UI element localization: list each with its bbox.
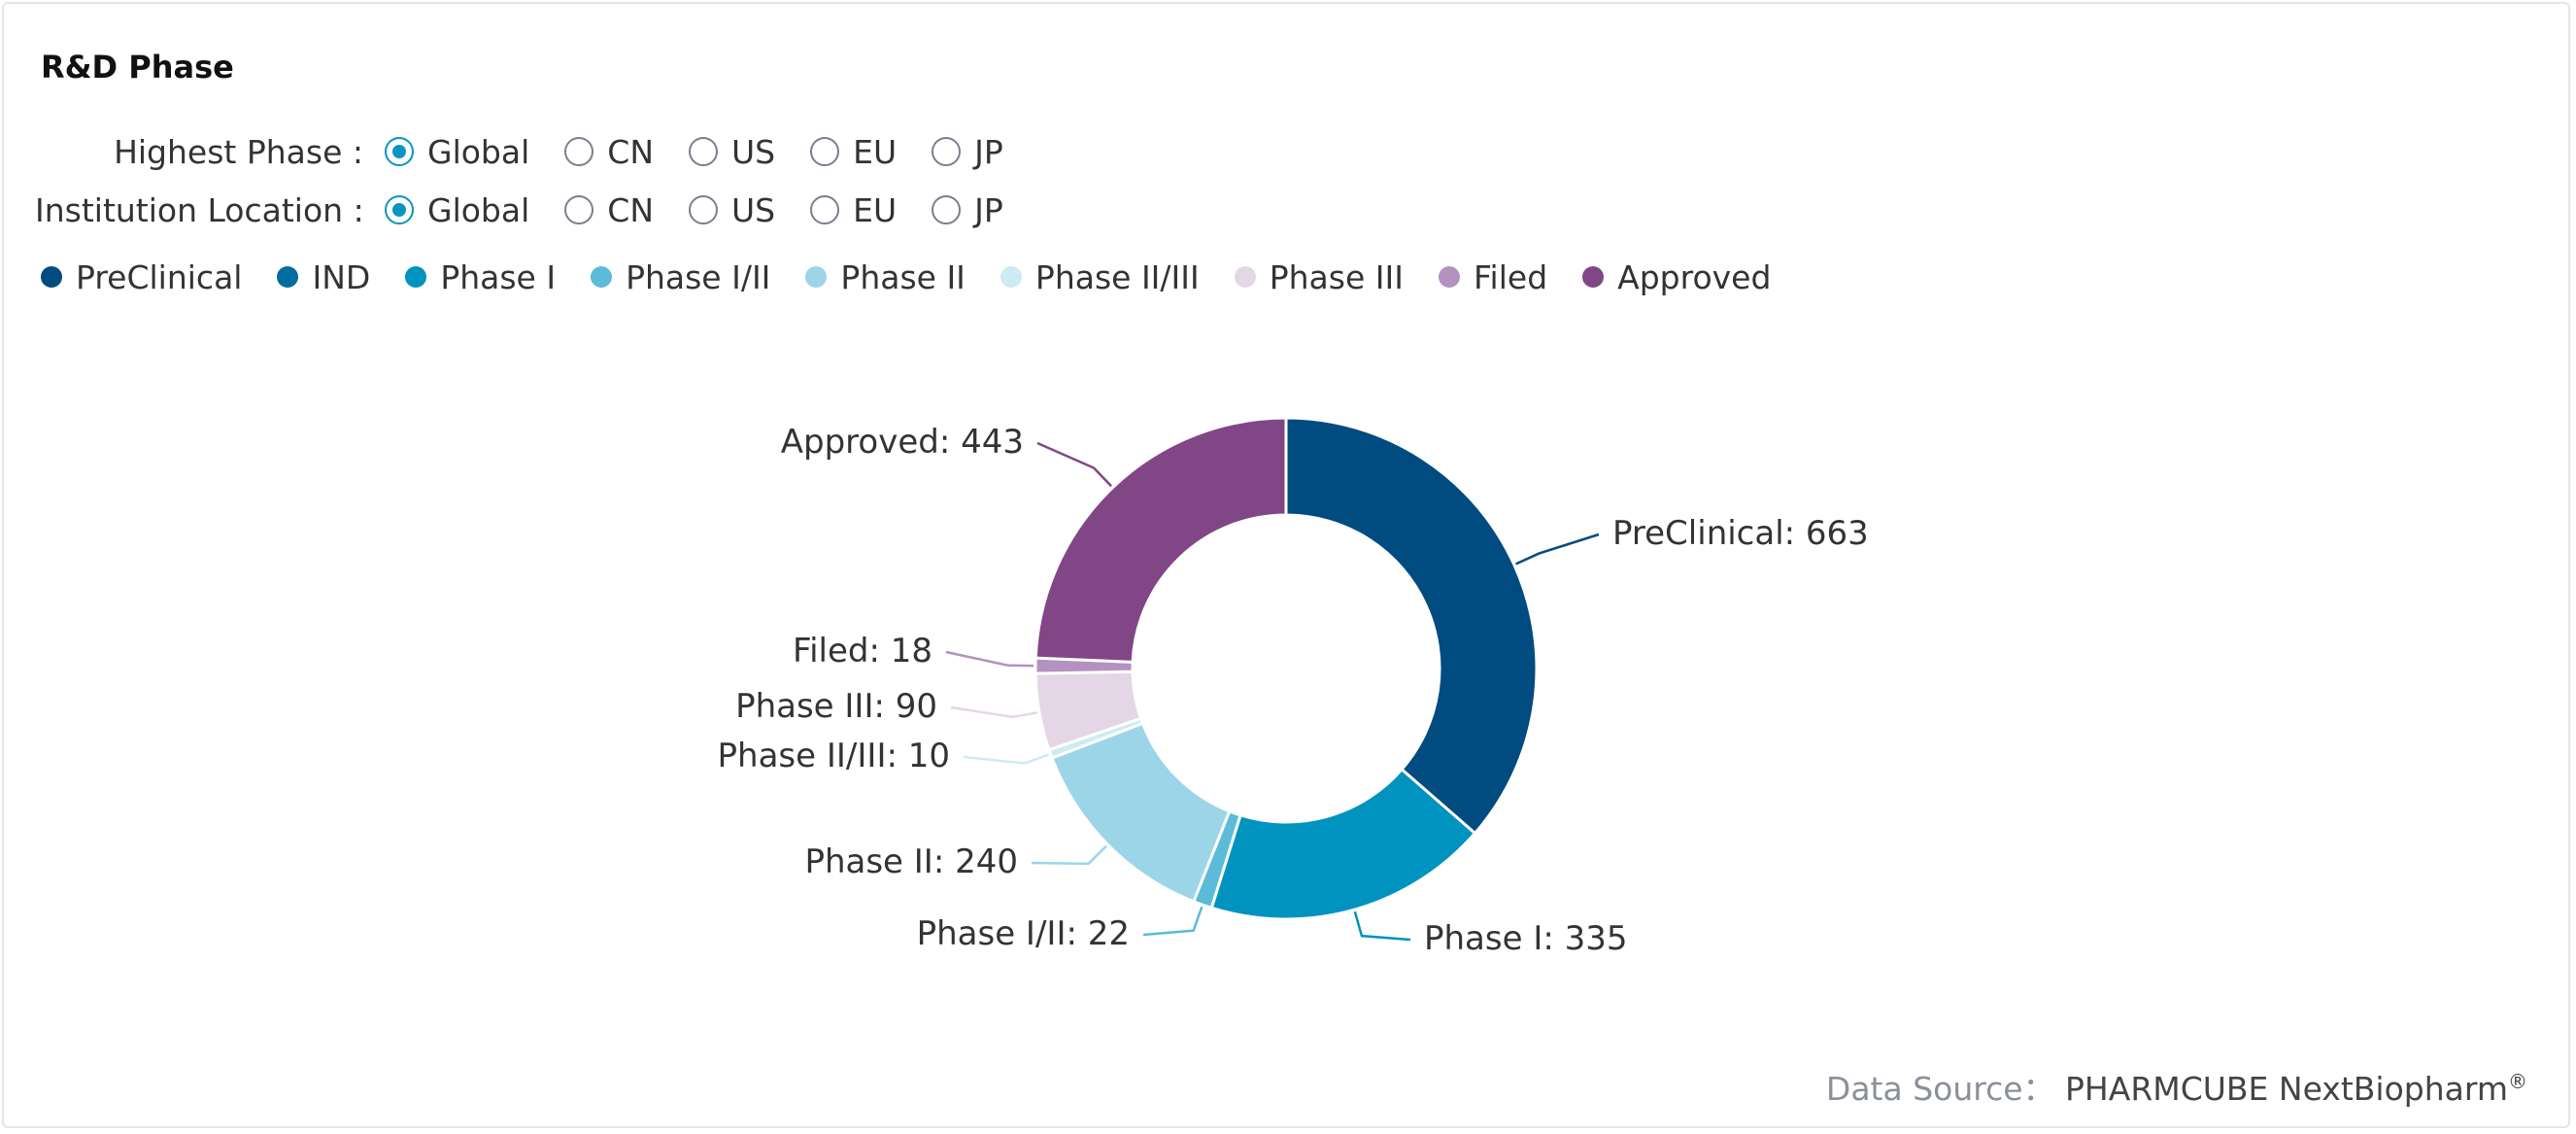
slice-phase-i[interactable] <box>1209 767 1477 921</box>
data-label: Approved: 443 <box>781 423 1024 462</box>
radio-icon[interactable] <box>932 137 962 166</box>
legend-dot-icon <box>1000 266 1022 288</box>
slice-preclinical[interactable] <box>1284 416 1539 836</box>
radio-icon[interactable] <box>689 195 719 224</box>
institution-location-filter: Institution Location : Global CN US EU J… <box>35 187 1038 233</box>
leader-line <box>1036 441 1112 488</box>
leader-line <box>945 650 1034 668</box>
highest-phase-option-jp[interactable]: JP <box>932 133 1003 171</box>
registered-mark: ® <box>2508 1070 2527 1093</box>
data-label: Phase I/II: 22 <box>917 914 1130 953</box>
legend-item-filed[interactable]: Filed <box>1438 258 1547 296</box>
radio-icon[interactable] <box>689 137 719 166</box>
institution-location-option-eu[interactable]: EU <box>810 191 897 229</box>
legend-dot-icon <box>1234 266 1256 288</box>
legend-dot-icon <box>805 266 828 288</box>
legend-item-phase-1-2[interactable]: Phase I/II <box>591 258 770 296</box>
data-label: Filed: 18 <box>793 632 932 670</box>
legend-dot-icon <box>277 266 299 288</box>
data-source: Data Source： PHARMCUBE NextBiopharm® <box>1826 1063 2527 1110</box>
legend-dot-icon <box>1438 266 1460 288</box>
highest-phase-option-us[interactable]: US <box>689 133 775 171</box>
radio-checked-icon[interactable] <box>385 137 414 166</box>
legend-dot-icon <box>41 266 62 288</box>
legend-item-phase-1[interactable]: Phase I <box>405 258 556 296</box>
data-label: Phase I: 335 <box>1424 919 1628 958</box>
leader-line <box>1515 533 1600 566</box>
legend-dot-icon <box>1582 266 1605 288</box>
data-label: Phase II/III: 10 <box>718 737 950 775</box>
leader-line <box>1353 911 1411 942</box>
slice-phase-ii[interactable] <box>1050 721 1232 904</box>
institution-location-label: Institution Location : <box>35 190 364 229</box>
legend-item-phase-2[interactable]: Phase II <box>805 258 966 296</box>
radio-checked-icon[interactable] <box>385 195 414 224</box>
leader-line <box>1031 844 1107 866</box>
highest-phase-label: Highest Phase : <box>114 132 363 171</box>
highest-phase-option-eu[interactable]: EU <box>810 133 897 171</box>
legend-item-phase-3[interactable]: Phase III <box>1234 258 1404 296</box>
legend-item-ind[interactable]: IND <box>277 258 370 296</box>
legend-item-approved[interactable]: Approved <box>1582 258 1771 296</box>
highest-phase-option-cn[interactable]: CN <box>564 133 654 171</box>
data-source-label: Data Source： <box>1825 1070 2055 1108</box>
panel-title: R&D Phase <box>41 49 234 86</box>
leader-line <box>1142 906 1203 937</box>
data-source-value: PHARMCUBE NextBiopharm® <box>2065 1070 2527 1108</box>
legend-dot-icon <box>405 266 427 288</box>
legend-item-phase-2-3[interactable]: Phase II/III <box>1000 258 1200 296</box>
radio-icon[interactable] <box>810 137 840 166</box>
radio-icon[interactable] <box>932 195 962 224</box>
data-label: Phase II: 240 <box>804 842 1018 881</box>
highest-phase-filter: Highest Phase : Global CN US EU JP <box>35 128 1038 175</box>
leader-line <box>963 753 1049 765</box>
leader-line <box>950 705 1038 719</box>
institution-location-option-us[interactable]: US <box>689 191 775 229</box>
radio-icon[interactable] <box>564 195 594 224</box>
institution-location-option-jp[interactable]: JP <box>932 191 1003 229</box>
chart-legend: PreClinical IND Phase I Phase I/II Phase… <box>41 253 1806 301</box>
data-label: Phase III: 90 <box>735 687 937 726</box>
highest-phase-option-global[interactable]: Global <box>385 133 529 171</box>
legend-item-preclinical[interactable]: PreClinical <box>41 258 242 296</box>
data-label: PreClinical: 663 <box>1612 514 1869 553</box>
radio-icon[interactable] <box>564 137 594 166</box>
radio-icon[interactable] <box>810 195 840 224</box>
slice-approved[interactable] <box>1034 416 1288 664</box>
legend-dot-icon <box>591 266 613 288</box>
institution-location-option-global[interactable]: Global <box>385 191 529 229</box>
institution-location-option-cn[interactable]: CN <box>564 191 654 229</box>
